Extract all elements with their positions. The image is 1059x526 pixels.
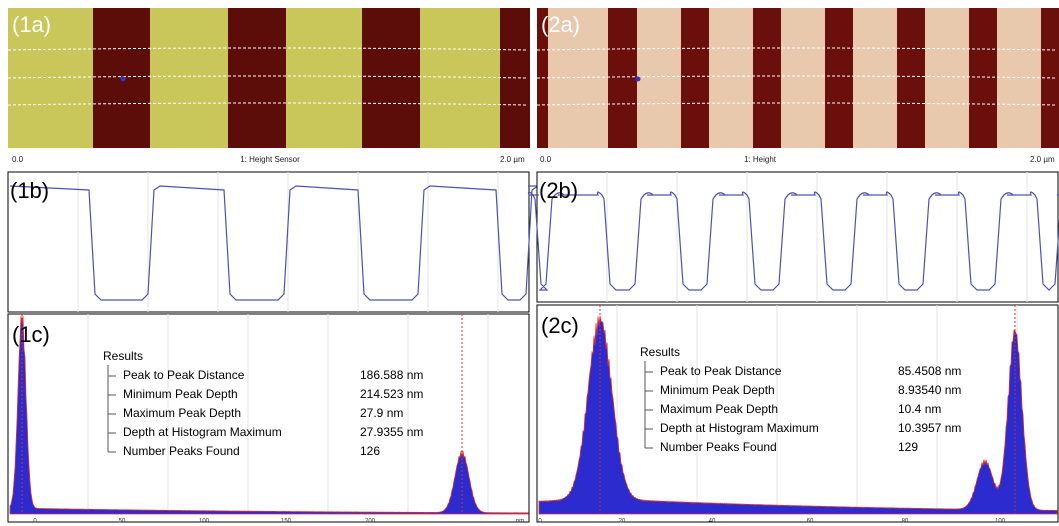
stripe [608, 8, 637, 148]
axis-label: 100 [199, 519, 210, 525]
results-title: Results [103, 349, 143, 363]
result-name: Minimum Peak Depth [123, 387, 238, 401]
result-value: 214.523 nm [360, 387, 423, 401]
scan-line [7, 75, 527, 79]
result-name: Peak to Peak Distance [660, 364, 782, 378]
result-value: 10.3957 nm [898, 421, 961, 435]
histogram-bars [538, 315, 1058, 515]
axis-label: 60 [807, 519, 814, 525]
result-value: 129 [898, 440, 918, 454]
result-name: Number Peaks Found [123, 444, 240, 458]
result-value: 27.9355 nm [360, 425, 423, 439]
scan-line [536, 75, 1056, 79]
result-value: 186.588 nm [360, 368, 423, 382]
axis-label: 20 [619, 519, 626, 525]
marker [120, 76, 126, 82]
scale-start: 0.0 [12, 155, 24, 164]
result-name: Number Peaks Found [660, 440, 777, 454]
result-name: Maximum Peak Depth [123, 406, 241, 420]
scale-title: 1: Height [744, 155, 777, 164]
result-value: 8.93540 nm [898, 383, 961, 397]
results-title: Results [640, 345, 680, 359]
axis-label: 50 [119, 519, 126, 525]
scan-line [7, 102, 527, 106]
axis-label: 40 [709, 519, 716, 525]
scale-end: 2.0 µm [500, 155, 525, 164]
stripe [681, 8, 709, 148]
scale-start: 0.0 [540, 155, 552, 164]
result-name: Depth at Histogram Maximum [123, 425, 282, 439]
stripe [228, 8, 286, 148]
scan-line [536, 47, 1056, 51]
profile-line [9, 185, 540, 301]
profile-line [527, 191, 1059, 291]
panel-label: (1a) [12, 12, 51, 37]
result-name: Depth at Histogram Maximum [660, 421, 819, 435]
result-value: 85.4508 nm [898, 364, 961, 378]
stripe [969, 8, 997, 148]
panel-label: (1b) [10, 178, 49, 203]
result-value: 27.9 nm [360, 406, 403, 420]
result-name: Maximum Peak Depth [660, 402, 778, 416]
histogram-panel [7, 313, 530, 523]
axis-label: 80 [902, 519, 909, 525]
stripe [897, 8, 925, 148]
stripe [825, 8, 853, 148]
scan-line [7, 47, 527, 51]
axis-label: 200 [365, 519, 376, 525]
result-name: Minimum Peak Depth [660, 383, 775, 397]
axis-label: 100 [995, 519, 1006, 525]
panel-label: (2c) [541, 313, 579, 338]
scale-end: 2.0 µm [1030, 155, 1055, 164]
axis-label: 0 [33, 519, 37, 525]
stripe [753, 8, 781, 148]
result-value: 10.4 nm [898, 402, 941, 416]
axis-label: 150 [281, 519, 292, 525]
axis-label: 0 [538, 519, 542, 525]
panel-label: (2a) [541, 12, 580, 37]
result-value: 126 [360, 444, 380, 458]
profile-panel [7, 171, 530, 313]
axis-label: nm [516, 519, 524, 525]
result-name: Peak to Peak Distance [123, 368, 245, 382]
marker [635, 76, 641, 82]
histogram-bars [9, 315, 529, 515]
panel-label: (1c) [12, 322, 50, 347]
stripe [362, 8, 420, 148]
scale-title: 1: Height Sensor [240, 155, 300, 164]
panel-label: (2b) [539, 178, 578, 203]
scan-line [536, 102, 1056, 106]
profile-panel [536, 171, 1059, 303]
